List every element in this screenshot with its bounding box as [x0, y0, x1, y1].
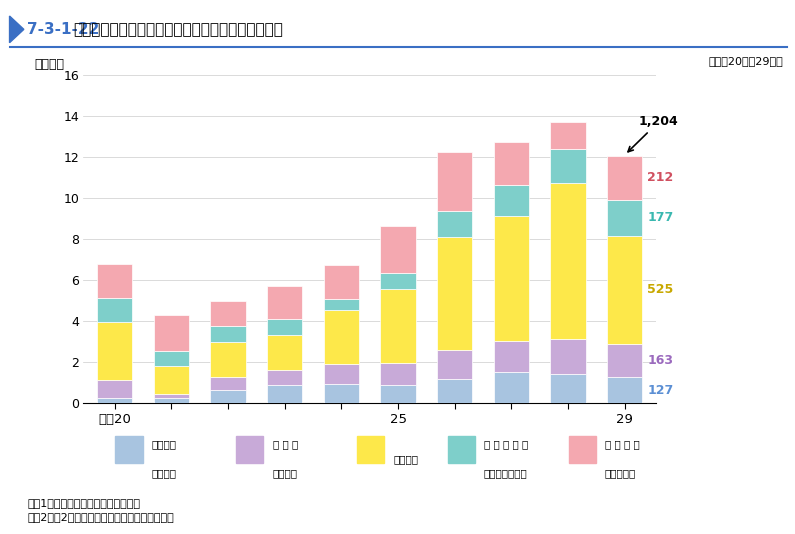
Bar [211, 390, 246, 403]
Bar [267, 286, 302, 319]
Bar [153, 315, 189, 351]
Text: 図　被雇用者の人員の推移（保護観察等の種類別）: 図 被雇用者の人員の推移（保護観察等の種類別） [73, 22, 283, 37]
Bar [448, 436, 475, 462]
Bar [211, 342, 246, 377]
Bar [437, 152, 472, 210]
Bar [97, 264, 132, 298]
Bar [607, 200, 642, 236]
Bar [437, 379, 472, 403]
Text: 1,204: 1,204 [628, 115, 679, 152]
Bar [153, 398, 189, 403]
Bar [211, 377, 246, 390]
Text: 仮釈放者: 仮釈放者 [394, 454, 418, 464]
Text: 212: 212 [647, 171, 673, 184]
Bar [607, 344, 642, 377]
Bar [607, 236, 642, 344]
Bar [97, 321, 132, 380]
Bar [437, 237, 472, 350]
Text: 127: 127 [647, 383, 673, 397]
Bar [324, 364, 359, 383]
Text: （百人）: （百人） [35, 59, 65, 72]
Bar [494, 185, 529, 216]
Bar [437, 350, 472, 379]
Bar [324, 265, 359, 299]
Bar [494, 216, 529, 341]
Bar [97, 398, 132, 403]
Bar [494, 143, 529, 185]
Bar [381, 273, 416, 289]
Bar [267, 335, 302, 370]
Bar [97, 380, 132, 398]
Bar [324, 383, 359, 403]
Bar [568, 436, 595, 462]
Bar [211, 301, 246, 326]
Text: 保 護 観 察 付: 保 護 観 察 付 [484, 439, 528, 449]
Bar [381, 226, 416, 273]
Text: 他退院者: 他退院者 [273, 468, 297, 478]
Text: 注　1　法務省保護局の資料による。: 注 1 法務省保護局の資料による。 [28, 498, 141, 508]
Bar [267, 384, 302, 403]
Text: 保護観察: 保護観察 [152, 439, 176, 449]
Bar [267, 370, 302, 384]
Text: 少 年 院: 少 年 院 [273, 439, 298, 449]
Bar [381, 363, 416, 384]
Bar [550, 150, 586, 183]
Bar [550, 122, 586, 150]
Bar [437, 210, 472, 237]
Bar [494, 372, 529, 403]
Bar [381, 289, 416, 363]
Bar [357, 436, 384, 462]
Bar [550, 339, 586, 374]
Bar [236, 436, 263, 462]
Bar [381, 384, 416, 403]
Bar [607, 377, 642, 403]
Bar [267, 319, 302, 335]
Bar [153, 351, 189, 366]
Text: 全部執行猫予者: 全部執行猫予者 [484, 468, 528, 478]
Bar [494, 341, 529, 372]
Bar [153, 366, 189, 394]
Text: 保護対象者: 保護対象者 [605, 468, 636, 478]
Text: 525: 525 [647, 283, 673, 296]
Bar [324, 310, 359, 364]
Text: 177: 177 [647, 211, 673, 224]
Bar [211, 326, 246, 342]
Bar [115, 436, 142, 462]
Text: 163: 163 [647, 354, 673, 367]
Bar [97, 298, 132, 321]
Bar [550, 374, 586, 403]
Text: 更 生 紧 急: 更 生 紧 急 [605, 439, 640, 449]
Bar [550, 183, 586, 339]
Text: （平成20年～29年）: （平成20年～29年） [708, 56, 783, 66]
Bar [324, 299, 359, 310]
Text: 処分少年: 処分少年 [152, 468, 176, 478]
Bar [153, 394, 189, 398]
Text: 2　　2　各年４月１日現在の数値である。: 2 2 各年４月１日現在の数値である。 [28, 512, 175, 522]
Text: 7-3-1-22: 7-3-1-22 [27, 22, 99, 37]
Bar [607, 156, 642, 200]
